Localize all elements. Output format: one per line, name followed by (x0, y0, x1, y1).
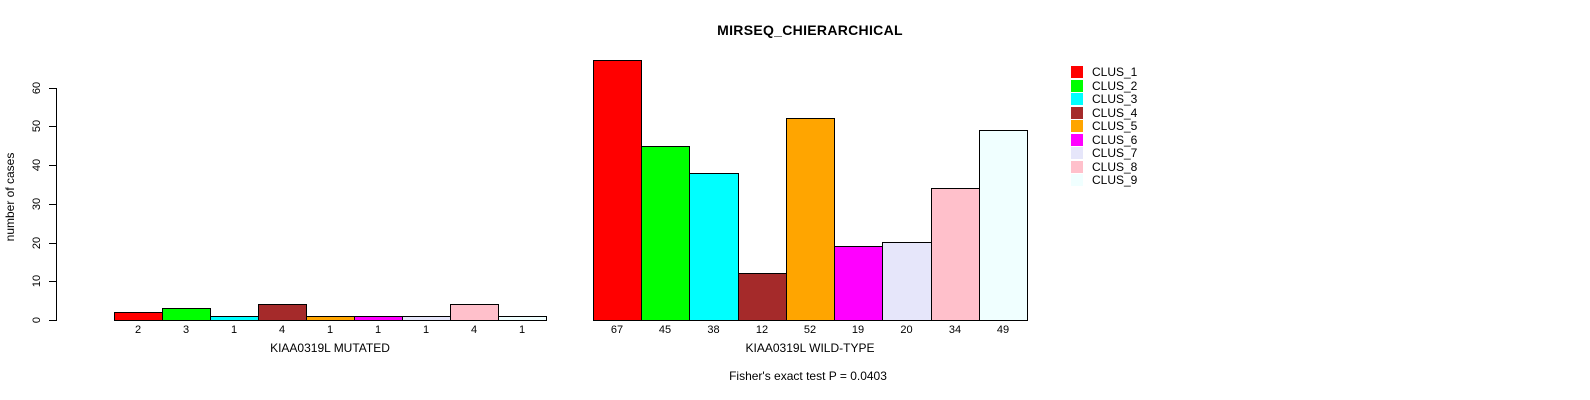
y-tick-mark (49, 281, 56, 282)
bar-clus_8 (931, 188, 980, 321)
bar-clus_7 (402, 316, 451, 321)
bar-clus_2 (162, 308, 211, 321)
bar-clus_3 (689, 173, 739, 321)
bar-value-label: 12 (755, 324, 769, 336)
legend-swatch-clus_5 (1071, 120, 1083, 132)
legend-label-clus_8: CLUS_8 (1092, 160, 1138, 174)
y-tick-label: 20 (31, 236, 43, 250)
bar-value-label: 2 (134, 324, 142, 336)
bar-value-label: 1 (422, 324, 430, 336)
bar-value-label: 34 (948, 324, 962, 336)
legend-label-clus_3: CLUS_3 (1092, 92, 1138, 106)
legend-swatch-clus_1 (1071, 66, 1083, 78)
legend-swatch-clus_9 (1071, 174, 1083, 186)
bar-value-label: 49 (996, 324, 1010, 336)
bar-value-label: 67 (610, 324, 624, 336)
bar-value-label: 1 (326, 324, 334, 336)
bar-clus_2 (641, 146, 690, 321)
y-tick-label: 60 (31, 81, 43, 95)
legend-swatch-clus_8 (1071, 161, 1083, 173)
y-tick-mark (49, 243, 56, 244)
chart-title: MIRSEQ_CHIERARCHICAL (717, 22, 903, 38)
bar-clus_4 (258, 304, 307, 321)
y-tick-label: 50 (31, 119, 43, 133)
bar-clus_4 (738, 273, 787, 321)
bar-clus_1 (114, 312, 163, 321)
bar-value-label: 3 (182, 324, 190, 336)
legend-label-clus_5: CLUS_5 (1092, 119, 1138, 133)
bar-clus_8 (450, 304, 499, 321)
y-axis-line (56, 88, 57, 321)
bar-value-label: 1 (518, 324, 526, 336)
bar-value-label: 45 (658, 324, 672, 336)
bar-value-label: 4 (470, 324, 478, 336)
legend-label-clus_1: CLUS_1 (1092, 65, 1138, 79)
bar-clus_5 (306, 316, 355, 321)
bar-value-label: 4 (278, 324, 286, 336)
legend-label-clus_7: CLUS_7 (1092, 146, 1138, 160)
y-tick-mark (49, 204, 56, 205)
legend-label-clus_2: CLUS_2 (1092, 79, 1138, 93)
x-axis-label-mutated: KIAA0319L MUTATED (270, 341, 390, 355)
legend-swatch-clus_3 (1071, 93, 1083, 105)
bar-clus_1 (593, 60, 642, 321)
bar-value-label: 1 (374, 324, 382, 336)
fisher-test-annotation: Fisher's exact test P = 0.0403 (729, 369, 887, 383)
bar-value-label: 1 (230, 324, 238, 336)
legend-swatch-clus_4 (1071, 107, 1083, 119)
bar-clus_6 (354, 316, 403, 321)
bar-clus_6 (834, 246, 883, 321)
y-tick-label: 40 (31, 158, 43, 172)
bar-value-label: 19 (851, 324, 865, 336)
legend-swatch-clus_2 (1071, 80, 1083, 92)
y-tick-label: 0 (31, 316, 43, 324)
y-tick-label: 30 (31, 197, 43, 211)
y-tick-mark (49, 320, 56, 321)
legend-swatch-clus_6 (1071, 134, 1083, 146)
bar-value-label: 52 (803, 324, 817, 336)
bar-value-label: 20 (900, 324, 913, 336)
bar-clus_7 (882, 242, 932, 321)
legend-label-clus_4: CLUS_4 (1092, 106, 1138, 120)
bar-value-label: 38 (707, 324, 720, 336)
bar-clus_3 (210, 316, 259, 321)
y-tick-mark (49, 165, 56, 166)
x-axis-label-wildtype: KIAA0319L WILD-TYPE (745, 341, 875, 355)
legend-label-clus_9: CLUS_9 (1092, 173, 1138, 187)
legend-swatch-clus_7 (1071, 147, 1083, 159)
bar-clus_9 (498, 316, 547, 321)
bar-clus_5 (786, 118, 835, 321)
y-tick-label: 10 (31, 274, 43, 288)
legend-label-clus_6: CLUS_6 (1092, 133, 1138, 147)
y-tick-mark (49, 88, 56, 89)
bar-clus_9 (979, 130, 1028, 321)
y-axis-title: number of cases (3, 152, 17, 242)
y-tick-mark (49, 126, 56, 127)
